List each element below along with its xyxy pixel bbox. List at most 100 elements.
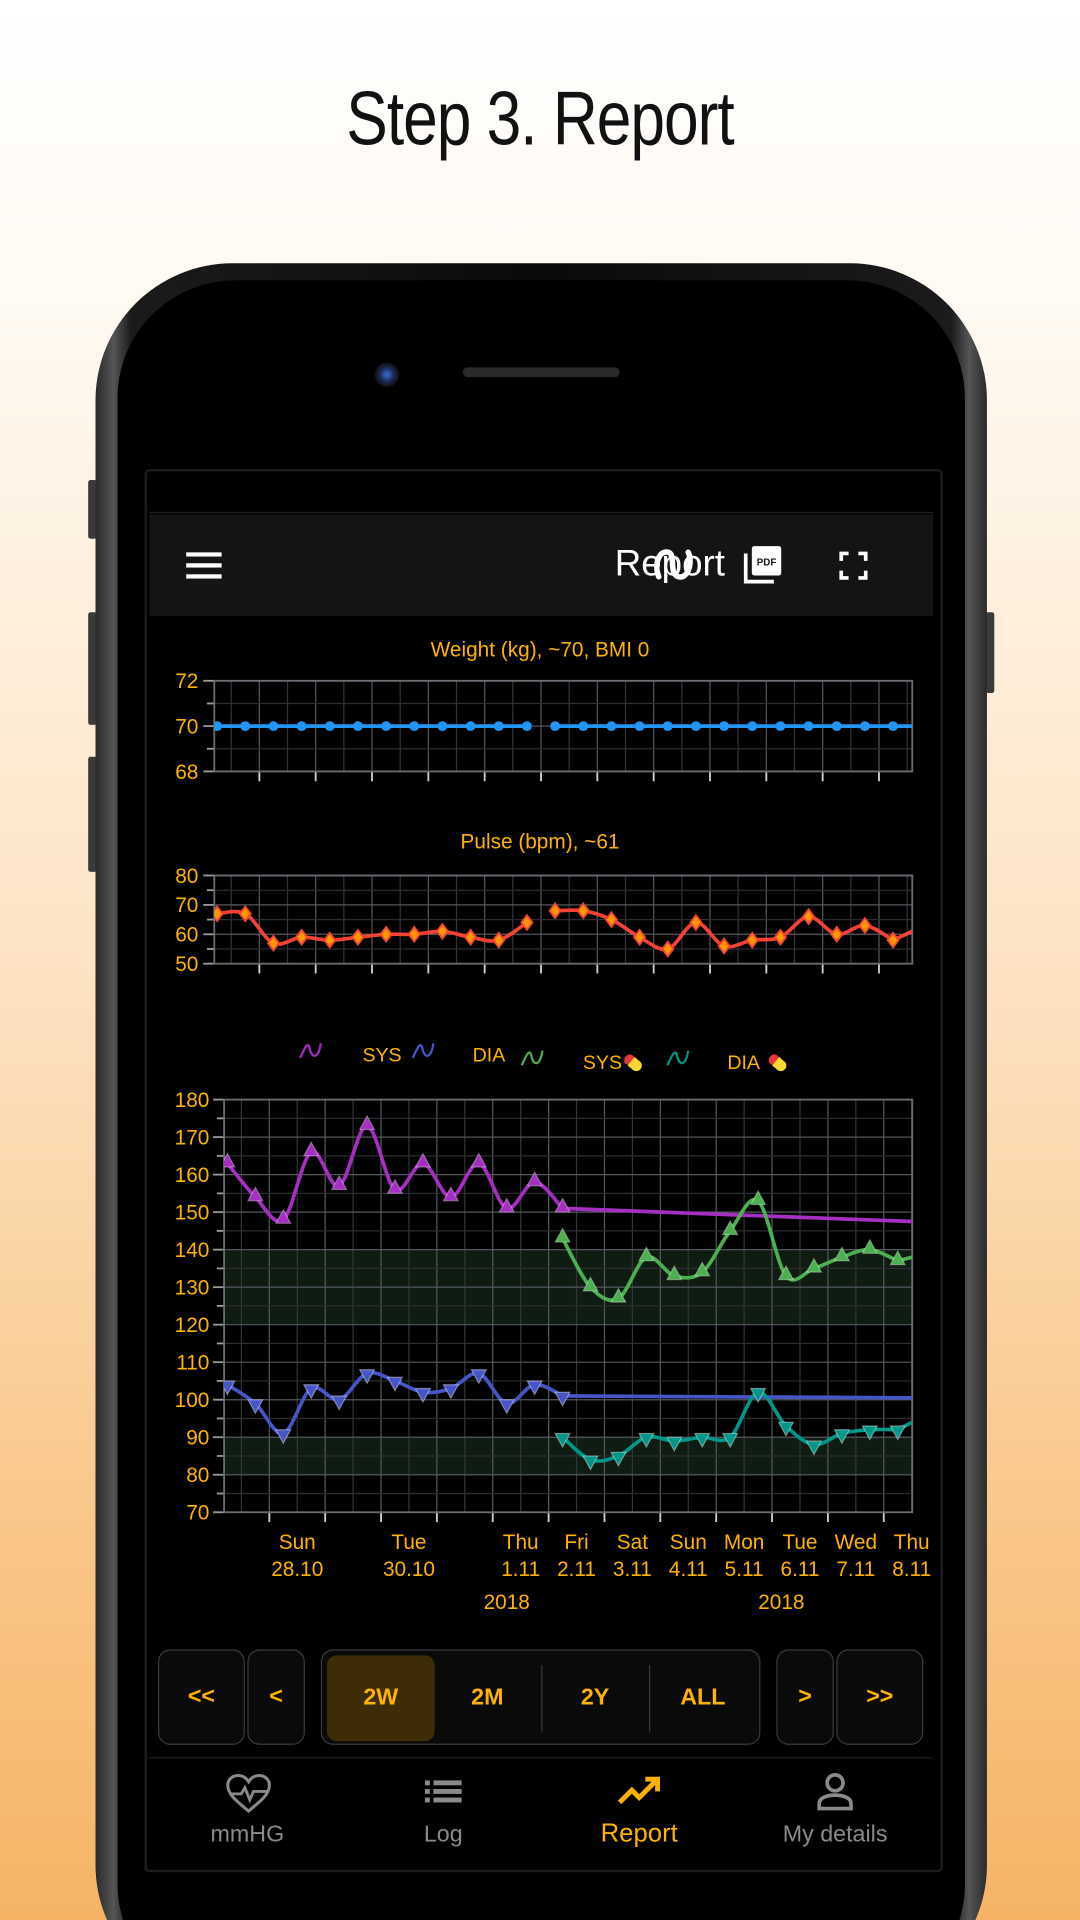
data-point (330, 1174, 348, 1191)
data-point (830, 925, 844, 944)
data-point (409, 721, 420, 732)
data-point (554, 1432, 571, 1449)
nav-label: mmHG (210, 1822, 285, 1848)
data-point (721, 1432, 739, 1449)
curve-smoothing-icon[interactable] (651, 545, 695, 584)
data-point (550, 721, 560, 732)
data-point (296, 721, 307, 732)
data-point (470, 1369, 488, 1385)
data-point (274, 1429, 292, 1445)
nav-item-mmhg[interactable]: mmHG (149, 1758, 345, 1866)
data-point (661, 940, 675, 958)
legend-curve-icon (520, 1050, 544, 1066)
mute-switch (88, 480, 97, 539)
plot-frame (223, 1098, 914, 1514)
previous-page-button[interactable]: < (247, 1649, 305, 1745)
x-tick-date-label: 7.11 (836, 1558, 875, 1581)
x-tick-date-label: 30.10 (383, 1558, 435, 1581)
series-line (225, 1124, 564, 1224)
data-point (721, 1219, 739, 1236)
data-point (437, 721, 448, 732)
data-point (294, 928, 309, 947)
fullscreen-icon[interactable] (839, 551, 868, 580)
data-point (324, 721, 335, 732)
series-line (214, 721, 913, 732)
series-line (214, 901, 913, 958)
series-sys-medication (554, 1189, 913, 1303)
data-point (860, 721, 870, 732)
nav-item-log[interactable]: Log (345, 1758, 541, 1866)
data-point (520, 913, 534, 932)
x-axis-year-label: 2018 (758, 1591, 804, 1614)
plot-frame (213, 874, 914, 965)
legend-item: DIA (666, 1050, 787, 1074)
x-axis-year-label: 2018 (484, 1591, 530, 1614)
range-all-tab[interactable]: ALL (680, 1684, 726, 1711)
data-point (493, 721, 504, 732)
data-point (665, 1264, 683, 1281)
headline: Step 3. Report (346, 77, 734, 162)
legend-label: DIA (727, 1052, 761, 1074)
data-point (358, 1114, 376, 1131)
svg-text:PDF: PDF (757, 558, 777, 569)
x-tick-date-label: 3.11 (613, 1558, 652, 1581)
data-point (554, 1391, 571, 1408)
data-point (886, 931, 900, 950)
data-point (691, 721, 701, 732)
x-tick-day-label: Thu (503, 1531, 539, 1554)
data-point (805, 1440, 823, 1456)
data-point (302, 1384, 320, 1400)
data-point (582, 1276, 599, 1292)
data-point (302, 1141, 320, 1157)
app-bar: Report PDF (149, 514, 934, 616)
data-point (889, 1249, 907, 1266)
series-dia-medication (554, 1387, 913, 1471)
last-page-button[interactable]: >> (836, 1649, 924, 1745)
nav-label: My details (782, 1822, 888, 1848)
legend-item: DIA (411, 1043, 506, 1067)
chart-title: Pulse (bpm), ~61 (461, 831, 620, 854)
nav-item-my-details[interactable]: My details (737, 1758, 933, 1866)
data-point (268, 721, 279, 732)
data-point (351, 928, 365, 947)
next-page-button[interactable]: > (776, 1649, 834, 1745)
pill-join (772, 1057, 783, 1068)
data-point (442, 1384, 460, 1400)
y-tick-label: 70 (175, 715, 198, 738)
data-point (414, 1387, 432, 1404)
x-tick-day-label: Tue (782, 1531, 817, 1554)
data-point (888, 721, 898, 732)
divider (541, 1665, 543, 1732)
x-tick-day-label: Sun (670, 1531, 707, 1554)
data-point (407, 925, 421, 944)
data-point (831, 721, 842, 732)
data-point (330, 1395, 348, 1411)
data-point (266, 934, 281, 952)
first-page-button[interactable]: << (157, 1649, 245, 1745)
data-point (803, 721, 814, 732)
divider (648, 1665, 651, 1732)
data-point (323, 931, 337, 950)
y-tick-label: 70 (175, 894, 198, 917)
data-point (634, 721, 645, 732)
range-2y-tab[interactable]: 2Y (580, 1684, 610, 1711)
data-point (637, 1432, 655, 1449)
data-point (693, 1432, 711, 1449)
menu-icon[interactable] (186, 552, 223, 579)
volume-up-button (88, 612, 97, 725)
data-point (632, 928, 647, 947)
pdf-icon[interactable]: PDF (742, 544, 784, 586)
data-point (463, 928, 478, 947)
x-tick-day-label: Fri (564, 1531, 588, 1554)
legend-item: SYS (520, 1050, 642, 1074)
series-sys (224, 1114, 913, 1224)
range-2w-tab[interactable]: 2W (326, 1655, 435, 1742)
data-point (548, 901, 562, 920)
data-point (610, 1451, 627, 1468)
data-point (719, 721, 729, 732)
data-point (576, 901, 590, 920)
range-2m-tab[interactable]: 2M (471, 1684, 504, 1711)
nav-item-report[interactable]: Report (541, 1758, 737, 1866)
earpiece-speaker (462, 367, 620, 378)
data-point (777, 1421, 795, 1438)
